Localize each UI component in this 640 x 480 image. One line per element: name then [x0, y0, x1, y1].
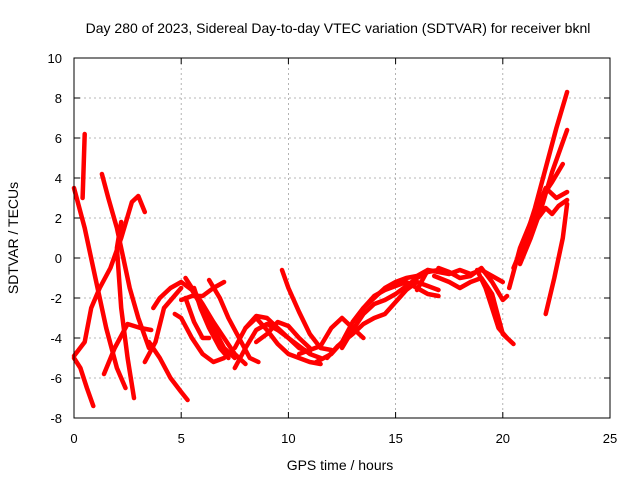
chart-title: Day 280 of 2023, Sidereal Day-to-day VTE…: [86, 20, 591, 36]
x-tick-label: 15: [388, 431, 402, 446]
series-arc20: [253, 319, 313, 351]
x-tick-label: 0: [70, 431, 77, 446]
series-arc6: [101, 321, 154, 377]
y-tick-label: 0: [55, 251, 62, 266]
series-layer: [71, 89, 570, 409]
series-arc30: [474, 267, 510, 341]
x-tick-label: 25: [603, 431, 617, 446]
y-axis-label: SDTVAR / TECUs: [5, 182, 21, 294]
series-arc11: [172, 311, 227, 365]
series-arc4: [71, 193, 148, 359]
x-tick-label: 20: [496, 431, 510, 446]
series-arc18: [243, 315, 323, 367]
series-arc26: [350, 279, 441, 325]
series-arc2: [71, 185, 128, 391]
plot-frame: [73, 57, 611, 419]
x-axis-label: GPS time / hours: [287, 457, 394, 473]
y-tick-label: -8: [50, 411, 62, 426]
series-arc5: [99, 171, 152, 351]
tick-layer: 0 5 10 15 20 25 -8 -6 -4 -2 0 2 4 6 8 10: [48, 51, 618, 446]
y-tick-label: 8: [55, 91, 62, 106]
y-tick-label: 10: [48, 51, 62, 66]
series-arc35: [521, 197, 570, 251]
y-tick-label: 6: [55, 131, 62, 146]
y-tick-label: -6: [50, 371, 62, 386]
series-arc12: [183, 295, 212, 341]
series-arc25: [339, 267, 441, 351]
series-arc7: [114, 219, 137, 401]
y-tick-label: 2: [55, 211, 62, 226]
series-arc15: [191, 285, 231, 361]
series-arc19: [232, 313, 313, 355]
x-tick-label: 5: [178, 431, 185, 446]
x-tick-label: 10: [281, 431, 295, 446]
y-tick-label: -4: [50, 331, 62, 346]
series-arc21: [279, 267, 334, 353]
series-arc3: [71, 355, 96, 409]
series-arc13: [178, 279, 227, 303]
series-arc9: [146, 339, 190, 403]
y-tick-label: -2: [50, 291, 62, 306]
y-tick-label: 4: [55, 171, 62, 186]
series-arc16: [206, 277, 261, 365]
series-arc8: [142, 285, 184, 365]
series-arc1: [80, 131, 87, 201]
series-arc36: [543, 201, 570, 317]
